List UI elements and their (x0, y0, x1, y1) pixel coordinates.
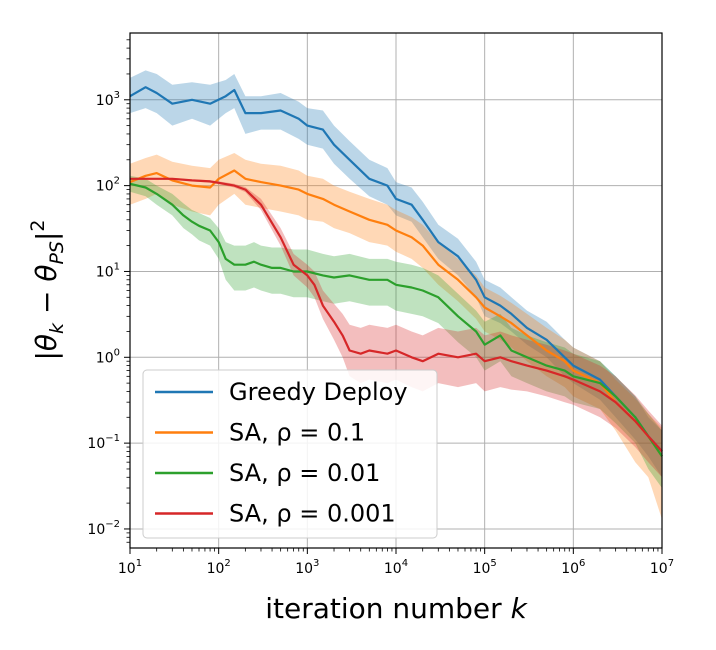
x-tick-label: 104 (384, 558, 408, 577)
y-tick-base: 10 (96, 179, 114, 195)
x-axis-label-text: iteration number (265, 592, 510, 625)
y-label-theta: θ (30, 334, 63, 351)
y-label-bar-left: | (30, 351, 63, 360)
confidence-bands (130, 70, 662, 520)
grid (129, 33, 663, 548)
legend-label-greedy-deploy: Greedy Deploy (229, 378, 408, 406)
x-tick-exp: 2 (224, 558, 230, 569)
legend-label-sa-0-01: SA, ρ = 0.01 (229, 459, 380, 487)
y-tick-label: 103 (96, 90, 120, 109)
y-tick-exp: 0 (114, 347, 120, 358)
line-sa-0-1 (129, 169, 663, 458)
line-sa-0-001 (130, 177, 663, 453)
x-ticks: 101 102 103 104 105 106 107 (118, 548, 674, 577)
line-greedy-deploy (129, 86, 663, 453)
x-tick-exp: 3 (313, 558, 319, 569)
y-tick-exp: −2 (105, 519, 120, 530)
band-greedy-deploy (130, 70, 662, 478)
y-label-theta-ps: θ (30, 265, 63, 282)
x-tick-base: 10 (650, 561, 668, 577)
y-tick-exp: 3 (114, 90, 120, 101)
x-tick-exp: 7 (668, 558, 674, 569)
y-axis-label: |θk − θPS|2 (27, 219, 68, 360)
band-sa-0-001 (130, 177, 662, 478)
line-sa-0-01 (129, 182, 663, 458)
legend-box (142, 369, 438, 539)
y-tick-base: 10 (96, 350, 114, 366)
x-tick-label: 106 (561, 558, 585, 577)
y-tick-label: 10−2 (87, 519, 120, 538)
y-tick-label: 100 (96, 347, 120, 366)
x-tick-base: 10 (118, 561, 136, 577)
y-tick-base: 10 (96, 93, 114, 109)
y-tick-base: 10 (96, 264, 114, 280)
x-tick-exp: 1 (136, 558, 142, 569)
band-sa-0-1 (130, 153, 662, 520)
band-sa-0-01 (130, 175, 662, 489)
x-axis-label: iteration number k (265, 592, 528, 625)
x-tick-exp: 5 (490, 558, 496, 569)
y-tick-label: 101 (96, 261, 120, 280)
x-tick-label: 105 (473, 558, 497, 577)
x-tick-base: 10 (384, 561, 402, 577)
series-lines (129, 86, 663, 458)
x-tick-label: 107 (650, 558, 674, 577)
y-label-bar-right: | (30, 232, 63, 241)
y-label-minus: − (30, 282, 63, 323)
x-tick-exp: 6 (579, 558, 585, 569)
legend-label-sa-0-1: SA, ρ = 0.1 (229, 419, 365, 447)
y-label-squared: 2 (27, 219, 49, 231)
x-tick-base: 10 (561, 561, 579, 577)
x-tick-label: 103 (295, 558, 319, 577)
x-axis-label-var: k (511, 592, 529, 625)
y-tick-label: 102 (96, 176, 120, 195)
x-tick-base: 10 (295, 561, 313, 577)
legend-label-sa-0-001: SA, ρ = 0.001 (229, 500, 396, 528)
x-tick-exp: 4 (402, 558, 408, 569)
x-tick-base: 10 (207, 561, 225, 577)
y-label-sub-ps: PS (46, 241, 68, 265)
y-tick-base: 10 (87, 522, 105, 538)
y-tick-exp: −1 (105, 433, 120, 444)
x-tick-base: 10 (473, 561, 491, 577)
y-tick-exp: 2 (114, 176, 120, 187)
y-tick-base: 10 (87, 436, 105, 452)
y-label-sub-k: k (46, 322, 68, 334)
legend: Greedy Deploy SA, ρ = 0.1 SA, ρ = 0.01 SA, … (142, 369, 438, 539)
x-tick-label: 101 (118, 558, 142, 577)
y-tick-label: 10−1 (87, 433, 120, 452)
x-tick-label: 102 (207, 558, 231, 577)
y-tick-exp: 1 (114, 261, 120, 272)
